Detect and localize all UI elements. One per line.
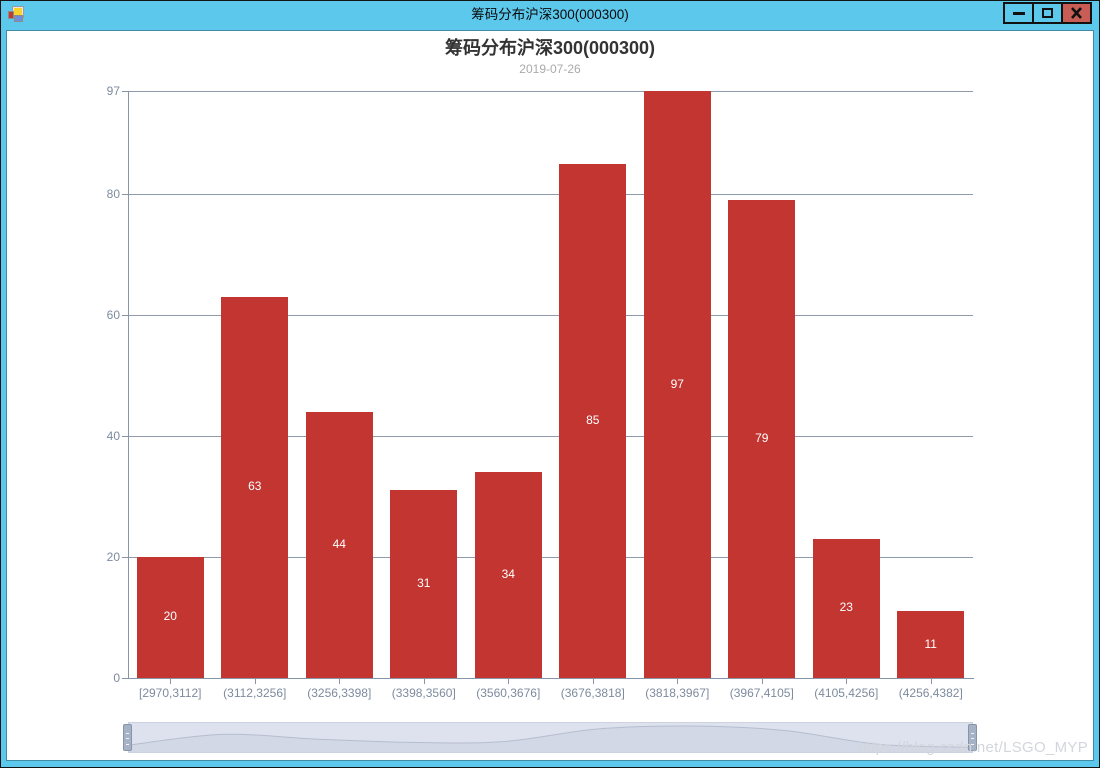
y-axis-tick [122, 193, 128, 195]
bar-value-label: 63 [248, 479, 262, 494]
bar[interactable]: 31 [390, 490, 458, 678]
app-icon [8, 6, 25, 23]
x-axis-tick [170, 679, 172, 684]
x-axis-label: (3256,3398] [307, 686, 372, 700]
bar[interactable]: 23 [812, 538, 880, 678]
y-axis-tick [122, 678, 128, 679]
bar-value-label: 44 [332, 536, 346, 551]
y-axis-tick [122, 556, 128, 558]
x-axis-tick [930, 679, 932, 684]
datazoom-left-handle[interactable] [123, 724, 132, 751]
gridline [128, 193, 973, 195]
watermark: https://blog.csdn.net/LSGO_MYP [858, 739, 1088, 756]
window-controls [1003, 2, 1092, 24]
close-icon [1071, 7, 1082, 19]
y-axis-label: 60 [106, 307, 120, 322]
bar[interactable]: 63 [221, 296, 289, 678]
bar-value-label: 23 [839, 600, 853, 615]
bar-value-label: 97 [670, 376, 684, 391]
bar-value-label: 11 [924, 636, 937, 651]
x-axis-line [128, 678, 974, 679]
x-axis-tick [508, 679, 510, 684]
bar-value-label: 79 [755, 430, 769, 445]
x-axis-label: (3676,3818] [560, 686, 625, 700]
gridline [128, 314, 973, 316]
x-axis-label: [2970,3112] [138, 686, 202, 700]
bar[interactable]: 85 [559, 163, 627, 678]
x-axis-label: (3818,3967] [645, 686, 710, 700]
y-axis-line [128, 91, 129, 678]
datazoom-data-shadow [129, 725, 972, 752]
y-axis-label: 40 [106, 428, 120, 443]
x-axis-label: (4256,4382] [898, 686, 963, 700]
close-button[interactable] [1061, 2, 1092, 24]
bar-value-label: 85 [586, 412, 600, 427]
x-axis-tick [761, 679, 763, 684]
minimize-icon [1012, 11, 1025, 15]
x-axis-label: (4105,4256] [814, 686, 879, 700]
x-axis-label: (3967,4105] [729, 686, 794, 700]
x-axis-tick [254, 679, 256, 684]
bar[interactable]: 11 [897, 611, 965, 678]
y-axis-tick [122, 91, 128, 92]
x-axis-tick [846, 679, 848, 684]
window-title: 筹码分布沪深300(000300) [471, 7, 629, 22]
window-titlebar[interactable]: 筹码分布沪深300(000300) [1, 1, 1099, 31]
bar-value-label: 34 [501, 567, 515, 582]
gridline [128, 556, 973, 558]
datazoom-right-handle[interactable] [968, 724, 977, 751]
datazoom-slider[interactable] [128, 722, 973, 753]
bar[interactable]: 44 [305, 411, 373, 678]
chart-subtitle: 2019-07-26 [519, 62, 581, 76]
x-axis-tick [339, 679, 341, 684]
chart-title: 筹码分布沪深300(000300) [444, 38, 656, 58]
gridline [128, 91, 973, 92]
x-axis-tick [592, 679, 594, 684]
x-axis-label: (3112,3256] [223, 686, 287, 700]
bar[interactable]: 20 [136, 556, 204, 678]
bar-value-label: 31 [417, 576, 431, 591]
y-axis-tick [122, 314, 128, 316]
y-axis-label: 0 [113, 671, 120, 685]
app-icon-red-square [8, 11, 14, 19]
maximize-icon [1042, 8, 1053, 18]
y-axis-label: 20 [106, 549, 120, 564]
x-axis-tick [677, 679, 679, 684]
x-axis-label: (3560,3676] [476, 686, 541, 700]
bar[interactable]: 34 [474, 472, 542, 678]
bar-value-label: 20 [163, 609, 177, 624]
x-axis-tick [423, 679, 425, 684]
bar[interactable]: 79 [728, 199, 796, 678]
bar[interactable]: 97 [643, 91, 711, 678]
app-icon-blue-square [14, 15, 23, 22]
x-axis-label: (3398,3560] [391, 686, 456, 700]
y-axis-label: 97 [106, 84, 120, 98]
y-axis-label: 80 [106, 186, 120, 201]
y-axis-tick [122, 435, 128, 437]
gridline [128, 435, 973, 437]
